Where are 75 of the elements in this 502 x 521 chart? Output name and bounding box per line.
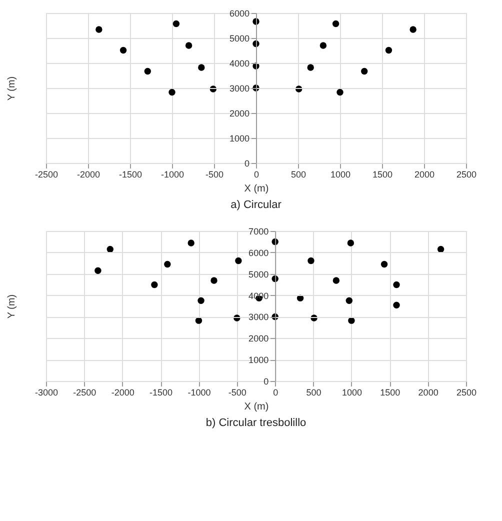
- x-axis-title: X (m): [244, 402, 269, 412]
- x-tick-label: -1500: [150, 388, 173, 398]
- point: [185, 42, 192, 49]
- text: b) Circular tresbolillo: [206, 417, 306, 429]
- y-tick-label: 2000: [248, 334, 269, 344]
- point: [410, 26, 416, 33]
- point: [96, 26, 102, 33]
- x-tick-label: 1000: [330, 170, 351, 180]
- point: [106, 246, 114, 253]
- y-tick-label: 3000: [248, 312, 269, 322]
- x-tick-label: 1500: [372, 170, 393, 180]
- x-tick-label: 500: [306, 388, 322, 398]
- y-tick-label: 2000: [229, 108, 250, 118]
- point: [361, 68, 368, 75]
- y-tick-label: 3000: [229, 84, 250, 94]
- y-tick-label: 4000: [229, 58, 250, 68]
- point: [235, 257, 242, 264]
- point: [437, 246, 444, 253]
- point: [151, 281, 158, 288]
- point: [144, 68, 151, 75]
- x-tick-label: 0: [273, 388, 278, 398]
- point: [198, 297, 204, 304]
- y-tick-label: 0: [264, 376, 269, 386]
- point: [198, 64, 205, 71]
- point: [195, 317, 202, 324]
- x-tick-label: -2000: [111, 388, 134, 398]
- y-tick-label: 7000: [248, 226, 269, 236]
- point: [307, 64, 314, 71]
- x-tick-label: 1500: [380, 388, 400, 398]
- y-tick-label: 1000: [229, 134, 250, 144]
- x-axis-title: X (m): [244, 184, 269, 194]
- point: [172, 20, 180, 28]
- point: [393, 302, 400, 308]
- y-tick-label: 6000: [248, 248, 269, 258]
- x-tick-label: -2000: [76, 170, 100, 180]
- x-tick-label: 2500: [456, 388, 477, 398]
- x-tick-label: -1000: [160, 170, 184, 180]
- y-axis-title: Y (m): [6, 76, 18, 101]
- x-tick-label: 2000: [414, 170, 435, 180]
- point: [332, 277, 340, 284]
- y-tick-label: 5000: [248, 269, 269, 280]
- point: [332, 20, 340, 28]
- point: [188, 240, 194, 246]
- x-tick-label: 1000: [342, 388, 362, 398]
- text: a) Circular: [230, 199, 282, 211]
- point: [120, 46, 127, 54]
- point: [94, 267, 102, 274]
- point: [385, 46, 392, 54]
- x-tick-label: -1000: [188, 388, 211, 398]
- x-tick-label: -3000: [34, 388, 58, 398]
- x-tick-label: -2500: [34, 170, 58, 180]
- x-tick-label: -1500: [118, 170, 142, 180]
- point: [210, 277, 218, 284]
- point: [164, 260, 171, 268]
- point: [320, 42, 327, 49]
- point: [380, 260, 388, 268]
- y-tick-label: 5000: [229, 34, 250, 44]
- point: [348, 317, 355, 324]
- y-tick-label: 0: [244, 158, 250, 168]
- y-tick-label: 4000: [248, 290, 269, 301]
- y-tick-label: 1000: [248, 355, 269, 366]
- x-tick-label: -2500: [73, 388, 96, 398]
- x-tick-label: 500: [290, 170, 306, 180]
- x-tick-label: 2500: [456, 170, 477, 180]
- y-axis-title: Y (m): [6, 294, 18, 319]
- point: [347, 240, 354, 246]
- point: [393, 281, 400, 288]
- point: [308, 257, 314, 264]
- x-tick-label: -500: [228, 388, 246, 398]
- x-tick-label: 2000: [418, 388, 438, 398]
- point: [346, 297, 353, 304]
- x-tick-label: -500: [205, 170, 224, 180]
- point: [336, 88, 344, 96]
- point: [168, 88, 176, 96]
- y-tick-label: 6000: [229, 8, 250, 18]
